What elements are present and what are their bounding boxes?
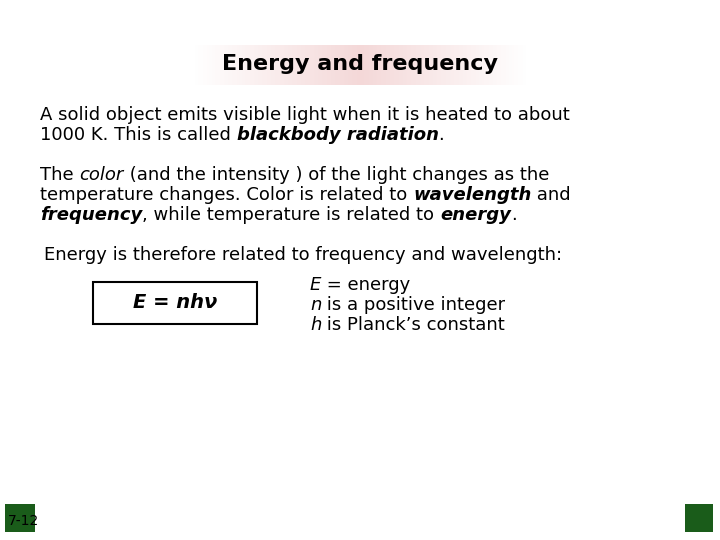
- Text: 7-12: 7-12: [8, 514, 40, 528]
- Text: is Planck’s constant: is Planck’s constant: [321, 316, 505, 334]
- Text: frequency: frequency: [40, 206, 143, 224]
- FancyBboxPatch shape: [5, 504, 35, 532]
- Text: E: E: [310, 276, 321, 294]
- Text: and: and: [531, 186, 571, 204]
- Text: A solid object emits visible light when it is heated to about: A solid object emits visible light when …: [40, 106, 570, 124]
- FancyBboxPatch shape: [685, 504, 713, 532]
- Text: energy: energy: [440, 206, 511, 224]
- FancyBboxPatch shape: [93, 282, 257, 324]
- Text: = energy: = energy: [321, 276, 410, 294]
- Text: n: n: [310, 296, 321, 314]
- Text: Energy and frequency: Energy and frequency: [222, 54, 498, 74]
- Text: temperature changes. Color is related to: temperature changes. Color is related to: [40, 186, 413, 204]
- Text: 1000 K. This is called: 1000 K. This is called: [40, 126, 237, 144]
- Text: E = nhν: E = nhν: [133, 294, 217, 313]
- Text: Energy is therefore related to frequency and wavelength:: Energy is therefore related to frequency…: [44, 246, 562, 264]
- Text: wavelength: wavelength: [413, 186, 531, 204]
- Text: (and the intensity ) of the light changes as the: (and the intensity ) of the light change…: [124, 166, 549, 184]
- Text: , while temperature is related to: , while temperature is related to: [143, 206, 440, 224]
- Text: is a positive integer: is a positive integer: [321, 296, 505, 314]
- Text: .: .: [438, 126, 444, 144]
- Text: color: color: [79, 166, 124, 184]
- Text: blackbody radiation: blackbody radiation: [237, 126, 438, 144]
- Text: .: .: [511, 206, 517, 224]
- Text: h: h: [310, 316, 321, 334]
- Text: The: The: [40, 166, 79, 184]
